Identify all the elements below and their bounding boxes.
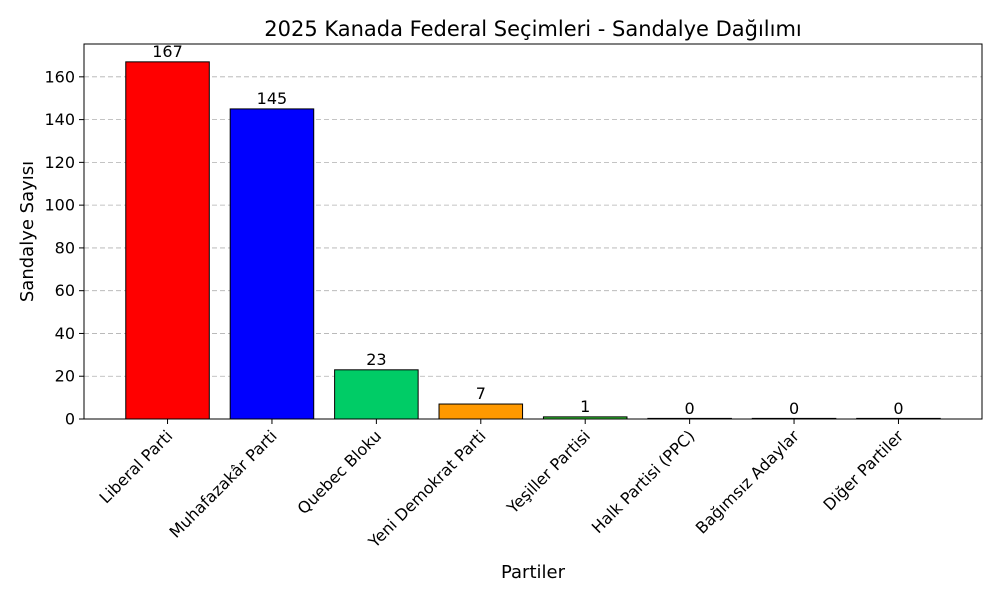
bar-value-label: 0 [893,399,903,418]
bar-value-label: 145 [257,89,288,108]
bar-value-label: 23 [366,350,386,369]
x-tick-label: Yeşiller Partisi [502,426,594,518]
bar [229,108,315,420]
y-axis-label: Sandalye Sayısı [17,161,38,302]
y-tick-label: 20 [55,367,75,386]
x-tick-label: Muhafazakâr Parti [166,426,281,541]
y-tick-label: 0 [65,410,75,429]
y-axis: 0 20 40 60 80 100 120 140 160 [44,67,84,429]
x-tick-label: Halk Partisi (PPC) [588,426,699,537]
y-tick-label: 100 [44,196,75,215]
y-tick-label: 140 [44,110,75,129]
x-tick-label: Yeni Demokrat Parti [364,426,490,552]
bar [334,369,419,420]
y-tick-label: 160 [44,67,75,86]
bar-value-label: 7 [476,384,486,403]
x-tick-label: Quebec Bloku [294,426,386,518]
data-labels: 167 145 23 7 1 0 0 0 [152,42,903,418]
x-axis-label: Partiler [501,562,566,583]
y-tick-label: 120 [44,153,75,172]
bar-value-label: 0 [789,399,799,418]
bar [125,61,210,420]
y-tick-label: 80 [55,238,75,257]
y-tick-label: 40 [55,324,75,343]
plot-frame [83,43,983,420]
x-tick-label: Diğer Partiler [819,426,907,514]
bar-value-label: 167 [152,42,183,61]
bar [438,403,524,420]
chart-title: 2025 Kanada Federal Seçimleri - Sandalye… [264,17,802,41]
bar-value-label: 1 [580,397,590,416]
bars [125,61,941,420]
x-tick-label: Liberal Parti [96,426,177,507]
y-tick-label: 60 [55,281,75,300]
grid-lines [84,76,982,377]
bar-value-label: 0 [685,399,695,418]
x-tick-label: Bağımsız Adaylar [692,426,803,537]
